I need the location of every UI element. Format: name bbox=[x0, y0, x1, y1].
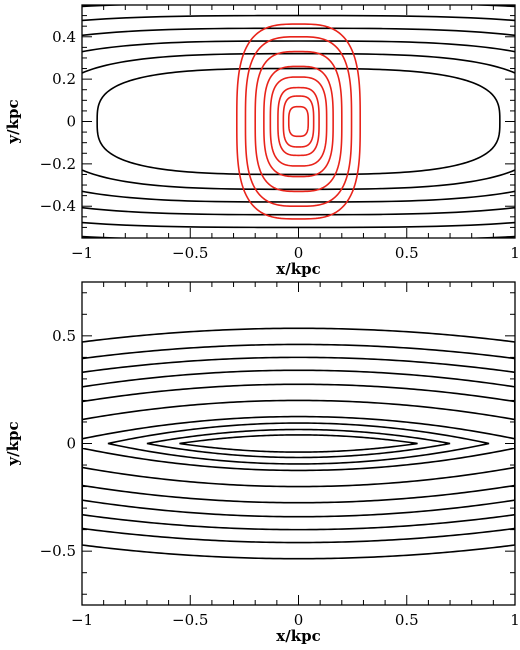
black-contour-1 bbox=[82, 52, 515, 191]
y-tick-label: −0.5 bbox=[40, 542, 76, 560]
bottom-panel: −1 −0.5 0 0.5 1 −0.5 0 0.5 x/kpc y/kpc bbox=[4, 281, 520, 645]
black-contour-6 bbox=[82, 369, 515, 518]
y-axis-label: y/kpc bbox=[4, 99, 22, 144]
x-axis-label: x/kpc bbox=[276, 627, 320, 645]
black-contour-8 bbox=[82, 343, 515, 544]
black-contour-3 bbox=[82, 27, 515, 216]
red-contour-2 bbox=[277, 86, 320, 157]
x-tick-label: −0.5 bbox=[172, 611, 208, 629]
y-tick-label: 0 bbox=[66, 113, 76, 131]
y-tick-label: 0.5 bbox=[52, 327, 76, 345]
black-contour-4 bbox=[82, 399, 515, 488]
y-tick-label: 0.2 bbox=[52, 70, 76, 88]
x-tick-label: 1 bbox=[510, 611, 520, 629]
x-tick-label: −1 bbox=[71, 611, 93, 629]
red-contour-5 bbox=[254, 50, 343, 193]
top-panel: −1 −0.5 0 0.5 1 −0.4 −0.2 0 0.2 0.4 x/kpc y/kpc bbox=[4, 4, 520, 278]
x-tick-label: 0.5 bbox=[395, 611, 419, 629]
red-contour-7 bbox=[235, 23, 362, 220]
y-tick-label: −0.2 bbox=[40, 155, 76, 173]
red-contour-6 bbox=[244, 35, 353, 208]
x-tick-label: −0.5 bbox=[172, 244, 208, 262]
black-contour-0 bbox=[179, 434, 418, 453]
black-contour-7 bbox=[82, 356, 515, 531]
black-contour-3 bbox=[82, 415, 515, 472]
plot-frame bbox=[81, 4, 516, 239]
x-tick-label: 0.5 bbox=[395, 244, 419, 262]
red-contour-4 bbox=[263, 65, 334, 178]
contour-layer bbox=[82, 5, 515, 238]
red-contour-1 bbox=[282, 95, 315, 148]
black-contour-2 bbox=[107, 422, 490, 465]
x-tick-label: 0 bbox=[294, 244, 304, 262]
y-axis-label: y/kpc bbox=[4, 421, 22, 466]
y-tick-label: 0.4 bbox=[52, 28, 76, 46]
red-contour-3 bbox=[269, 76, 328, 167]
black-contour-9 bbox=[82, 327, 515, 560]
x-tick-label: −1 bbox=[71, 244, 93, 262]
black-contour-2 bbox=[82, 40, 515, 203]
x-tick-label: 1 bbox=[510, 244, 520, 262]
x-axis-label: x/kpc bbox=[276, 260, 320, 278]
contour-layer bbox=[82, 327, 515, 560]
black-contour-5 bbox=[82, 5, 515, 238]
black-contour-1 bbox=[146, 428, 451, 459]
red-contour-0 bbox=[287, 105, 310, 138]
y-tick-label: −0.4 bbox=[40, 197, 76, 215]
y-tick-label: 0 bbox=[66, 435, 76, 453]
black-contour-0 bbox=[96, 67, 501, 176]
x-tick-label: 0 bbox=[294, 611, 304, 629]
black-contour-5 bbox=[82, 383, 515, 504]
